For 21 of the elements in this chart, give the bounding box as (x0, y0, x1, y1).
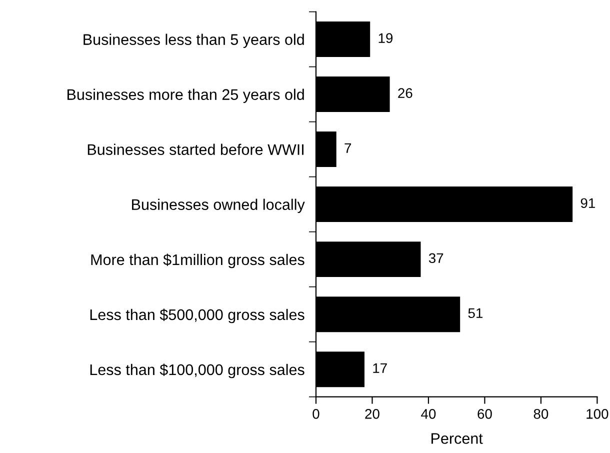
data-label: 91 (580, 198, 595, 208)
data-label: 51 (468, 308, 482, 318)
x-tick-label: 0 (312, 409, 320, 419)
y-tick-label: Less than $100,000 gross sales (90, 364, 304, 378)
y-tick-label: Businesses started before WWII (88, 144, 304, 155)
y-tick-label: Less than $500,000 gross sales (90, 308, 304, 324)
y-tick-label: Businesses less than 5 years old (84, 34, 304, 48)
data-label: 37 (428, 253, 444, 264)
x-tick-label: 80 (534, 409, 548, 419)
data-label: 7 (344, 143, 352, 153)
x-tick-label: 20 (365, 409, 380, 419)
y-tick-label: Businesses owned locally (132, 198, 305, 214)
x-tick-label: 40 (421, 409, 436, 419)
data-label: 17 (373, 363, 387, 373)
data-label: 19 (378, 33, 393, 44)
y-tick-label: More than $1million gross sales (91, 254, 304, 268)
x-axis-title: Percent (432, 433, 483, 444)
y-tick-label: Businesses more than 25 years old (68, 88, 304, 103)
x-tick-label: 100 (586, 409, 608, 419)
x-tick-label: 60 (478, 409, 492, 419)
data-label: 26 (398, 88, 412, 98)
